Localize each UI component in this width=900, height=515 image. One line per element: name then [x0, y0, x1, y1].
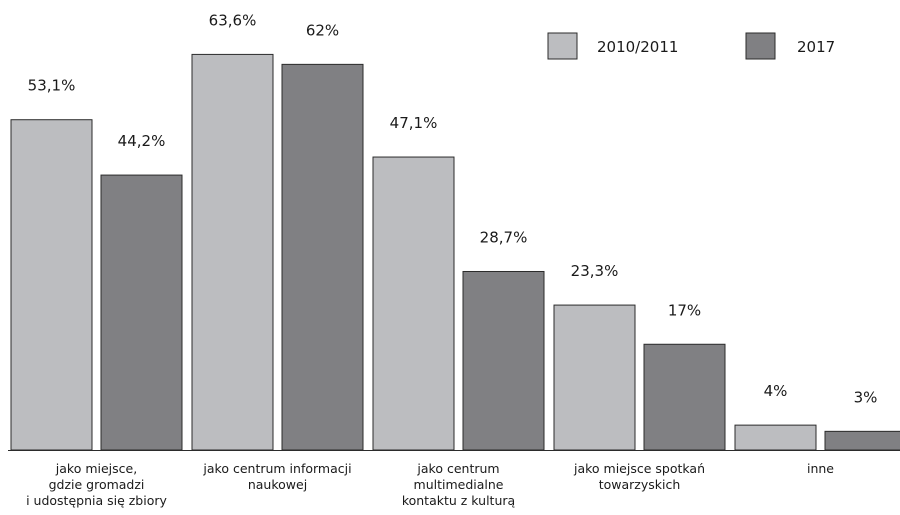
bar-series2-cat2 — [281, 63, 364, 451]
category-label-line: towarzyskich — [599, 477, 681, 492]
category-label-line: jako centrum informacji — [202, 461, 351, 476]
category-label-line: inne — [807, 461, 834, 476]
value-label: 4% — [764, 382, 788, 400]
legend: 2010/2011 2017 — [547, 32, 835, 60]
category-label: jako miejsce, gdzie gromadzi i udostępnia … — [26, 461, 167, 508]
bar-series2-cat3 — [462, 270, 545, 451]
category-label-line: multimedialne — [414, 477, 504, 492]
value-label: 63,6% — [209, 11, 257, 29]
bar-series1-cat1 — [10, 119, 93, 451]
value-label: 3% — [854, 388, 878, 406]
legend-swatch — [745, 32, 776, 60]
category-label-line: jako miejsce spotkań — [573, 461, 705, 476]
value-label: 44,2% — [118, 132, 166, 150]
category-label-line: jako miejsce, — [55, 461, 137, 476]
legend-label: 2017 — [797, 38, 835, 56]
value-label: 23,3% — [571, 262, 619, 280]
category-label: jako centrum informacji naukowej — [202, 461, 351, 492]
category-label: jako miejsce spotkań towarzyskich — [573, 461, 705, 492]
category-label-line: jako centrum — [416, 461, 499, 476]
category-label: inne — [807, 461, 834, 476]
bar-series1-cat4 — [553, 304, 636, 451]
value-label: 62% — [306, 21, 339, 39]
value-label: 53,1% — [28, 77, 76, 95]
legend-label: 2010/2011 — [597, 38, 678, 56]
bar-series2-cat1 — [100, 174, 183, 451]
bar-series2-cat5 — [824, 430, 900, 451]
category-label-line: i udostępnia się zbiory — [26, 493, 167, 508]
value-label: 17% — [668, 301, 701, 319]
category-labels-group: jako miejsce, gdzie gromadzi i udostępnia … — [26, 461, 834, 508]
legend-swatch — [547, 32, 578, 60]
bar-series2-cat4 — [643, 343, 726, 451]
value-labels-group: 53,1% 44,2% 63,6% 62% 47,1% 28,7% 23,3% 17% 4% 3% — [28, 11, 878, 406]
value-label: 28,7% — [480, 228, 528, 246]
value-label: 47,1% — [390, 114, 438, 132]
category-label-line: gdzie gromadzi — [49, 477, 145, 492]
bar-series1-cat2 — [191, 53, 274, 451]
category-label: jako centrum multimedialne kontaktu z kult… — [402, 461, 516, 508]
bar-series1-cat5 — [734, 424, 817, 451]
bar-series1-cat3 — [372, 156, 455, 451]
category-label-line: naukowej — [248, 477, 307, 492]
bars-group — [10, 53, 900, 451]
category-label-line: kontaktu z kulturą — [402, 493, 516, 508]
